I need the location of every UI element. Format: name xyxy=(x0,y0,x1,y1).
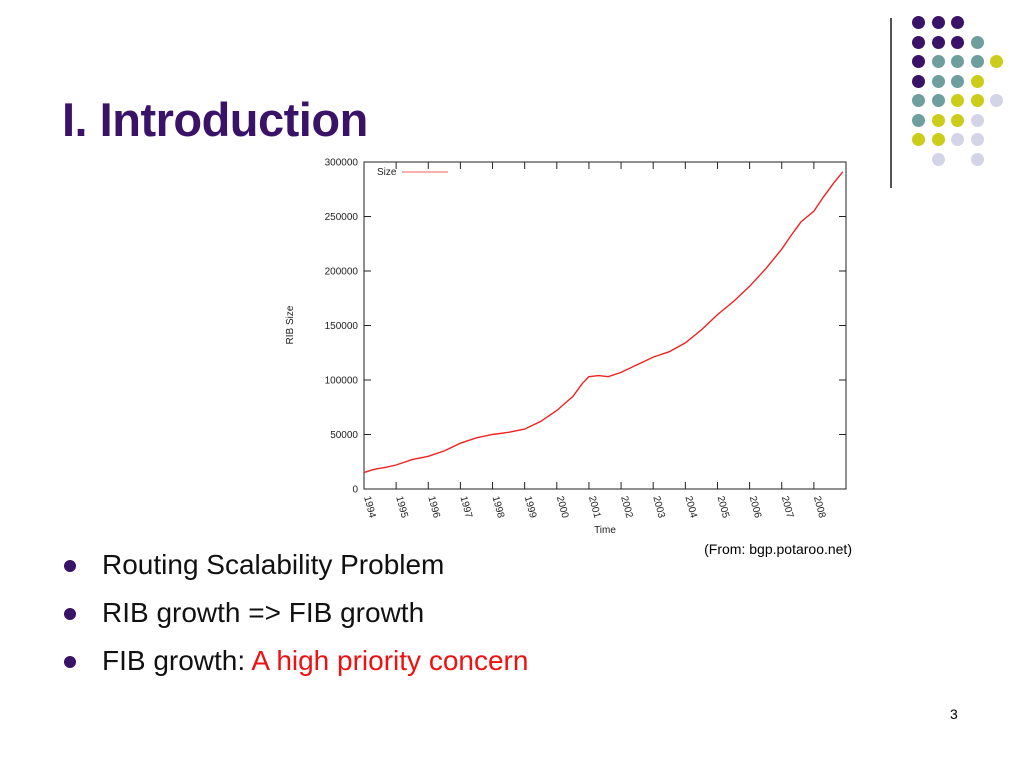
decor-dot-purple xyxy=(931,35,945,49)
decor-dot-teal xyxy=(912,94,925,107)
x-tick-label: 2007 xyxy=(779,495,795,520)
plot-frame xyxy=(363,161,847,490)
bullet-dot-icon xyxy=(64,608,76,620)
x-tick-label: 2001 xyxy=(586,495,602,520)
bullet-dot-icon xyxy=(64,560,76,572)
decor-dot-teal xyxy=(951,55,964,68)
decor-dot-lavender xyxy=(951,133,964,146)
x-axis-label: Time xyxy=(594,525,616,536)
decor-dot-teal xyxy=(912,113,925,127)
y-axis-ticks: 0 50000 100000 150000 200000 250000 300000 xyxy=(325,158,846,496)
bullet-text: RIB growth => FIB growth xyxy=(102,597,425,628)
x-tick-label: 1996 xyxy=(425,495,441,520)
x-tick-label: 1997 xyxy=(458,495,474,520)
y-tick-label: 50000 xyxy=(330,430,358,441)
x-tick-label: 1995 xyxy=(393,495,409,520)
decor-dot-purple xyxy=(912,74,925,88)
bullet-item: FIB growth: A high priority concern xyxy=(62,642,528,690)
decor-dot-teal xyxy=(931,74,945,88)
x-tick-label: 1994 xyxy=(361,495,377,520)
rib-growth-chart: 0 50000 100000 150000 200000 250000 300000 199… xyxy=(280,152,860,542)
decor-dot-lavender xyxy=(970,133,984,146)
decor-dot-lavender xyxy=(931,152,945,166)
x-tick-label: 2004 xyxy=(682,495,698,520)
series-line-size xyxy=(363,171,844,474)
decor-dot-lavender xyxy=(990,94,1003,107)
y-tick-label: 250000 xyxy=(325,212,359,223)
decor-dot-purple xyxy=(912,55,925,68)
decor-dot-yellow xyxy=(912,133,925,146)
decor-dot-yellow xyxy=(931,133,945,146)
decor-dot-yellow xyxy=(970,74,984,88)
decor-dot-lavender xyxy=(970,152,984,166)
decor-dot-purple xyxy=(951,16,964,29)
decor-dot-teal xyxy=(951,74,964,88)
x-tick-label: 2008 xyxy=(811,495,827,520)
decor-dot-teal xyxy=(970,55,984,68)
decor-dot-yellow xyxy=(970,94,984,107)
decor-dot-teal xyxy=(931,55,945,68)
chart-source-caption: (From: bgp.potaroo.net) xyxy=(704,541,852,557)
y-tick-label: 0 xyxy=(352,485,358,496)
y-tick-label: 100000 xyxy=(325,376,359,387)
legend: Size xyxy=(377,167,448,178)
x-tick-label: 1998 xyxy=(490,495,506,520)
decor-dot-purple xyxy=(912,16,925,29)
decor-dot-yellow xyxy=(951,94,964,107)
bullet-highlight: A high priority concern xyxy=(251,645,529,676)
vertical-divider xyxy=(890,18,892,188)
bullet-item: RIB growth => FIB growth xyxy=(62,594,528,642)
decor-dot-purple xyxy=(912,35,925,49)
decor-dot-yellow xyxy=(951,113,964,127)
y-tick-label: 300000 xyxy=(325,158,359,169)
decor-dot-lavender xyxy=(970,113,984,127)
x-tick-label: 2000 xyxy=(554,495,570,520)
decor-dot-yellow xyxy=(990,55,1003,68)
y-axis-label: RIB Size xyxy=(285,305,296,344)
bullet-list: Routing Scalability Problem RIB growth =… xyxy=(62,546,528,690)
x-tick-label: 2002 xyxy=(618,495,634,520)
bullet-item: Routing Scalability Problem xyxy=(62,546,528,594)
slide-title: I. Introduction xyxy=(62,93,368,146)
x-tick-label: 2005 xyxy=(715,495,731,520)
bullet-dot-icon xyxy=(64,656,76,668)
x-tick-label: 2006 xyxy=(747,495,763,520)
legend-label: Size xyxy=(377,167,397,178)
decor-dot-yellow xyxy=(931,113,945,127)
decor-dot-purple xyxy=(931,16,945,29)
x-tick-label: 2003 xyxy=(650,495,666,520)
bullet-text: FIB growth: xyxy=(102,645,252,676)
decor-dot-teal xyxy=(931,94,945,107)
decor-dot-teal xyxy=(970,35,984,49)
page-number: 3 xyxy=(950,706,958,722)
y-tick-label: 200000 xyxy=(325,267,359,278)
decor-dot-purple xyxy=(951,35,964,49)
bullet-text: Routing Scalability Problem xyxy=(102,549,445,580)
chart-svg: 0 50000 100000 150000 200000 250000 300000 199… xyxy=(285,158,847,536)
y-tick-label: 150000 xyxy=(325,321,359,332)
x-tick-label: 1999 xyxy=(522,495,538,520)
